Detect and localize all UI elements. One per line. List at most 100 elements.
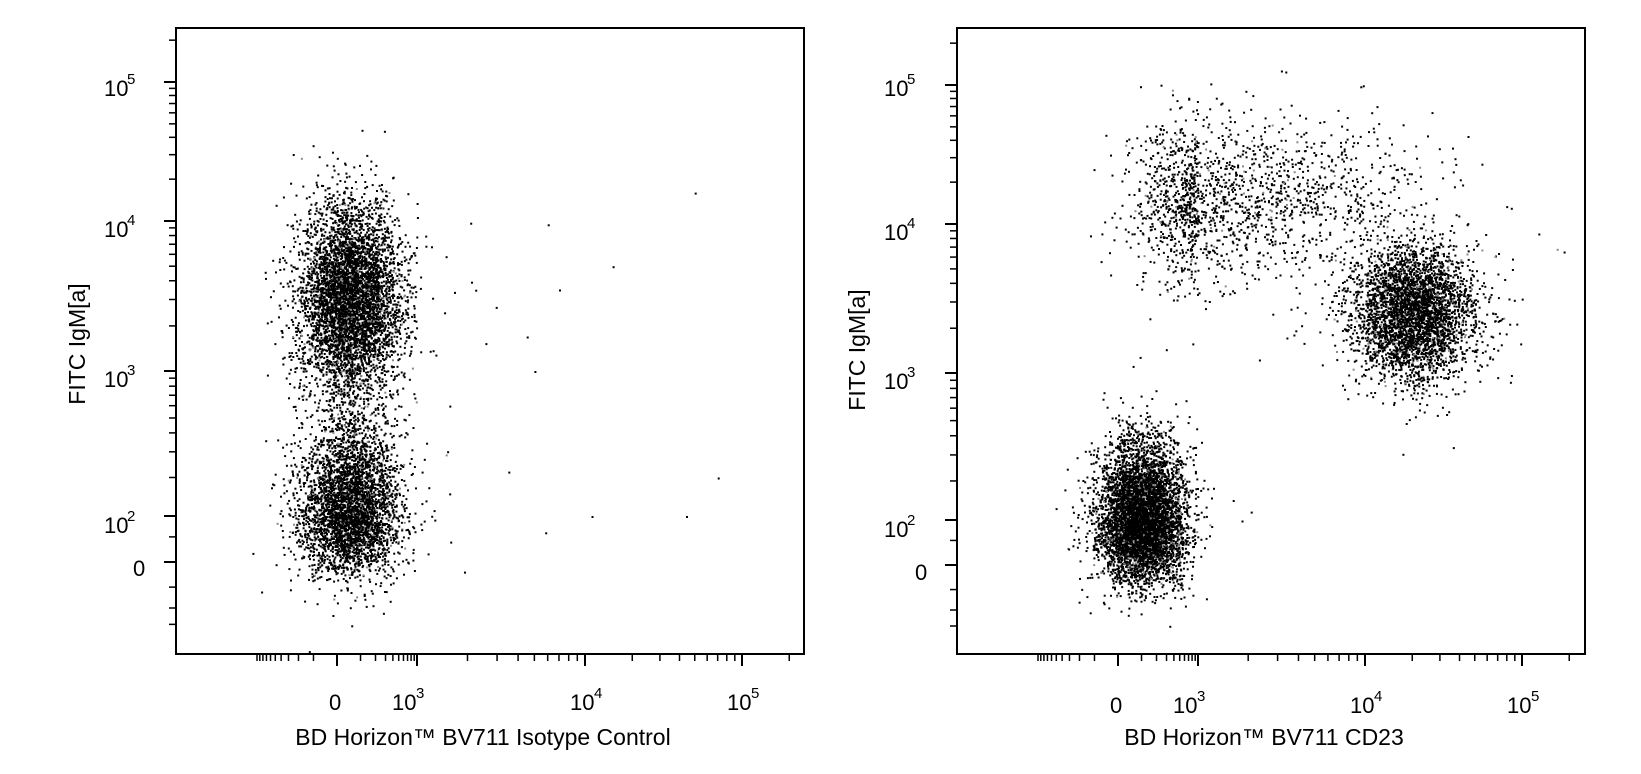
data-point (318, 486, 321, 488)
data-point (370, 516, 373, 519)
data-point (416, 236, 419, 239)
data-point (293, 386, 296, 389)
data-point (337, 566, 339, 569)
data-point (298, 515, 301, 517)
data-point (351, 550, 354, 553)
data-point (367, 480, 370, 482)
data-point (412, 559, 415, 562)
data-point (396, 484, 399, 487)
data-point (376, 466, 379, 468)
data-point (395, 306, 398, 309)
data-point (361, 455, 364, 458)
data-point (331, 515, 333, 518)
data-point (373, 553, 376, 556)
data-point (344, 487, 347, 490)
data-point (297, 518, 300, 521)
data-point (306, 467, 308, 470)
data-point (353, 419, 356, 422)
data-point (403, 507, 406, 510)
data-point (348, 549, 351, 552)
data-point (375, 501, 378, 503)
data-point (300, 489, 303, 491)
data-point (309, 546, 312, 549)
data-point (372, 483, 375, 486)
data-point (341, 553, 344, 556)
data-point (367, 429, 370, 432)
data-point (316, 458, 319, 461)
data-point (320, 530, 323, 533)
data-point (346, 543, 348, 546)
data-point (317, 448, 320, 451)
data-point (378, 396, 381, 399)
data-point (383, 524, 386, 527)
data-point (370, 462, 373, 465)
data-point (322, 535, 324, 538)
data-point (345, 555, 348, 558)
data-point (307, 498, 310, 501)
data-point (385, 577, 388, 580)
data-point (392, 511, 395, 514)
data-point (310, 550, 313, 553)
data-point (362, 531, 365, 534)
data-point (282, 478, 285, 481)
data-point (375, 509, 378, 512)
data-point (326, 558, 329, 561)
data-point (339, 556, 342, 559)
data-point (325, 428, 328, 431)
data-point (334, 544, 337, 547)
data-point (349, 479, 352, 482)
data-point (359, 480, 362, 483)
data-point (321, 528, 324, 531)
data-point (297, 521, 300, 524)
data-point (391, 475, 394, 478)
data-point (334, 427, 337, 430)
data-point (336, 475, 339, 478)
data-point (349, 422, 352, 425)
data-point (360, 544, 363, 547)
data-point (351, 502, 354, 505)
data-point (323, 492, 326, 495)
data-point (336, 552, 339, 555)
data-point (358, 557, 361, 560)
data-point (311, 468, 314, 471)
data-point (294, 487, 297, 490)
data-point (384, 563, 386, 566)
data-point (314, 516, 317, 519)
data-point (359, 515, 362, 518)
data-point (352, 466, 355, 469)
data-point (401, 464, 404, 467)
data-point (375, 583, 377, 586)
data-point (351, 440, 354, 443)
data-point (385, 503, 388, 506)
data-point (341, 548, 344, 551)
data-point (398, 525, 401, 528)
data-point (317, 536, 320, 538)
data-point (331, 478, 334, 481)
data-point (369, 475, 372, 478)
data-point (364, 532, 367, 535)
data-point (414, 531, 417, 534)
data-point (297, 574, 300, 577)
data-point (364, 534, 367, 537)
data-point (334, 569, 337, 572)
data-point (382, 540, 385, 543)
data-point (379, 512, 381, 515)
data-point (376, 539, 378, 541)
data-point (298, 545, 301, 548)
data-point (365, 510, 368, 513)
data-point (365, 514, 368, 517)
data-point (337, 536, 340, 539)
data-point (356, 568, 359, 571)
data-point (355, 433, 358, 436)
data-point (345, 566, 348, 569)
data-point (346, 490, 349, 493)
data-point (348, 557, 351, 560)
data-point (315, 497, 318, 500)
data-point (400, 521, 403, 524)
data-point (387, 519, 390, 522)
data-point (348, 441, 350, 444)
data-point (351, 446, 354, 449)
data-point (390, 519, 393, 522)
data-point (369, 455, 372, 458)
data-point (371, 442, 374, 444)
